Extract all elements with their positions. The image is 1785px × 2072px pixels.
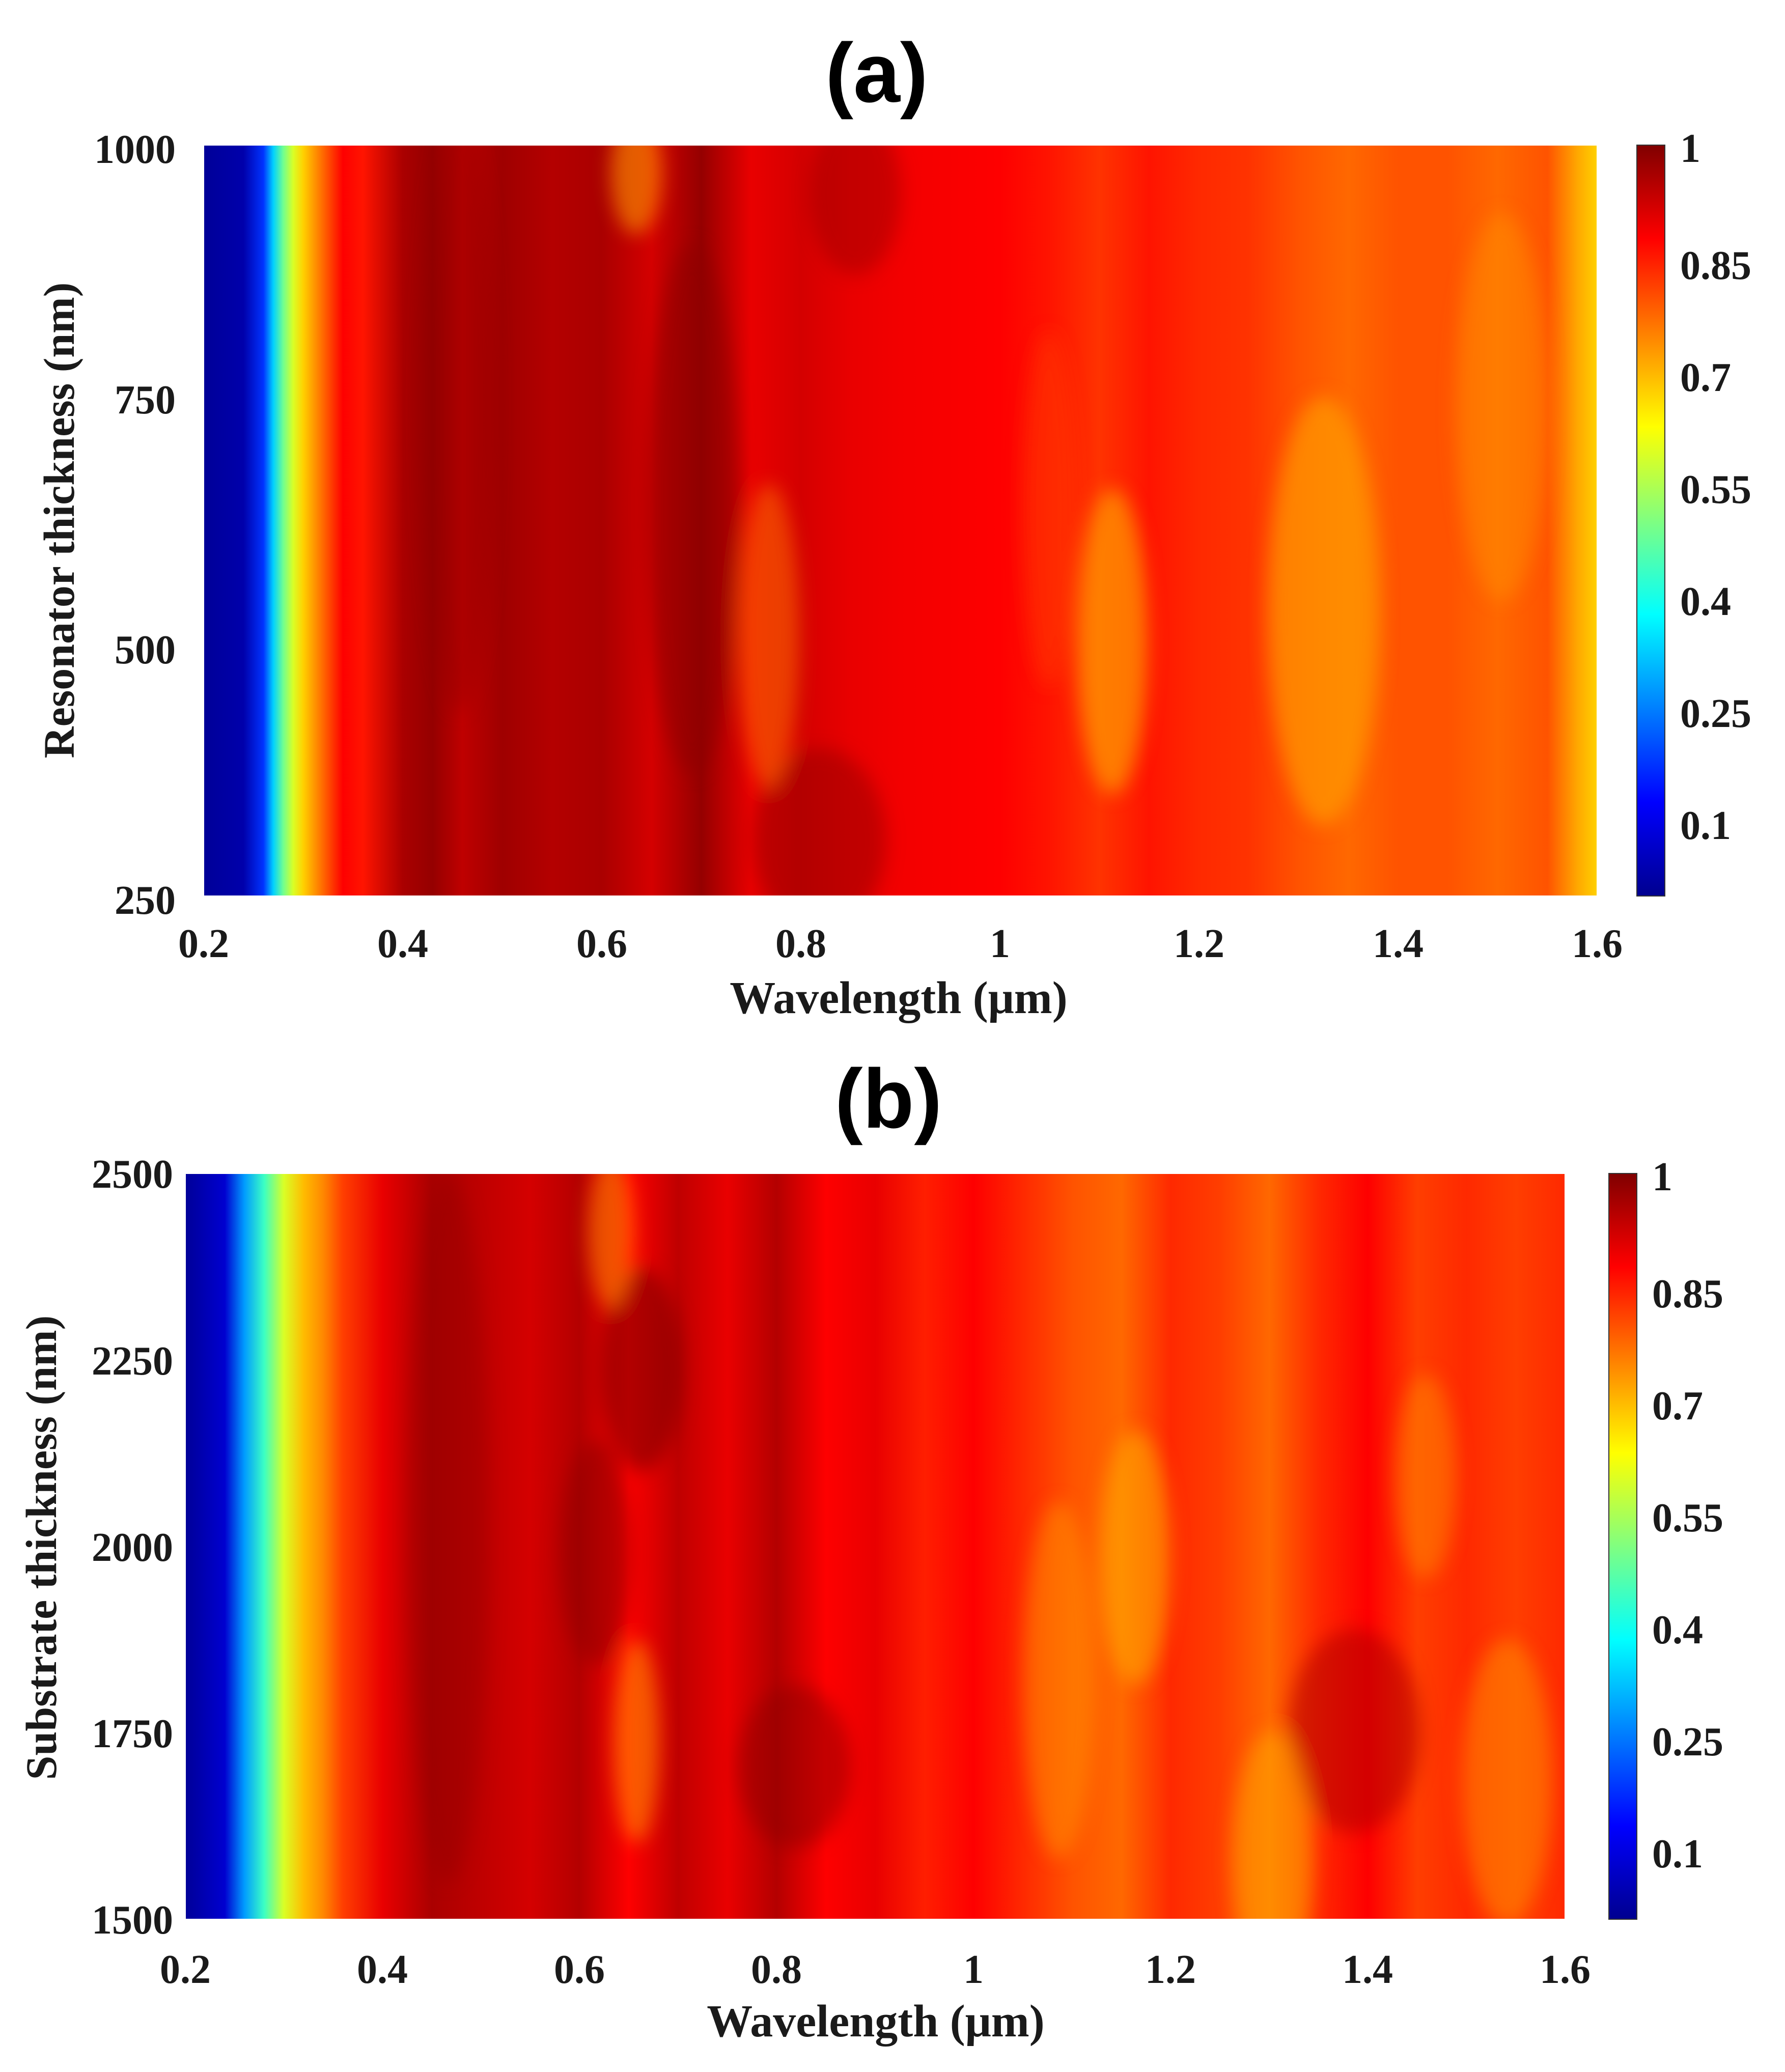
heatmap-a-peak <box>810 145 901 275</box>
panel-b: (b) 1500 1750 2000 2250 <box>17 1052 1723 2047</box>
x-tick-b-1.4: 1.4 <box>1342 1947 1393 1992</box>
heatmap-a-trough <box>1077 489 1148 794</box>
y-tick-a-750: 750 <box>115 378 176 423</box>
colorbar-a-tick-0.4: 0.4 <box>1680 579 1731 624</box>
x-axis-a-label: Wavelength (μm) <box>730 973 1067 1023</box>
x-tick-a-1: 1 <box>990 921 1010 966</box>
colorbar-b-tick-0.7: 0.7 <box>1652 1384 1703 1429</box>
colorbar-b-tick-0.1: 0.1 <box>1652 1832 1703 1877</box>
colorbar-b-tick-0.4: 0.4 <box>1652 1608 1703 1653</box>
colorbar-a-tick-1: 1 <box>1680 126 1700 171</box>
panel-a-title: (a) <box>825 26 928 120</box>
colorbar-b: 0.1 0.25 0.4 0.55 0.7 0.85 1 <box>1608 1155 1723 1920</box>
x-axis-a: 0.2 0.4 0.6 0.8 1 1.2 1.4 1.6 Wavelength… <box>178 921 1623 1023</box>
x-axis-b: 0.2 0.4 0.6 0.8 1 1.2 1.4 1.6 Wavelength… <box>160 1947 1591 2047</box>
x-tick-a-0.2: 0.2 <box>178 921 229 966</box>
heatmap-a-trough <box>1268 397 1380 825</box>
y-axis-b: 1500 1750 2000 2250 2500 Substrate thick… <box>17 1152 173 1943</box>
heatmap-a-peak <box>754 748 886 896</box>
panel-b-title: (b) <box>835 1052 942 1145</box>
heatmap-b-trough <box>1100 1431 1171 1685</box>
x-tick-b-0.4: 0.4 <box>357 1947 408 1992</box>
heatmap-a-features <box>423 145 1548 896</box>
y-tick-b-2000: 2000 <box>92 1525 173 1570</box>
colorbar-a-tick-0.55: 0.55 <box>1680 467 1751 512</box>
heatmap-b-trough <box>613 1639 659 1843</box>
heatmap-a-trough <box>738 484 799 789</box>
heatmap-b <box>185 1173 1566 1920</box>
colorbar-b-tick-1: 1 <box>1652 1155 1672 1199</box>
y-tick-a-500: 500 <box>115 628 176 673</box>
x-tick-b-1.6: 1.6 <box>1540 1947 1591 1992</box>
heatmap-a-frame <box>203 145 1598 897</box>
y-tick-b-2250: 2250 <box>92 1339 173 1384</box>
heatmap-b-trough <box>1395 1375 1456 1578</box>
heatmap-b-peak <box>560 1441 631 1665</box>
colorbar-a: 0.1 0.25 0.4 0.55 0.7 0.85 1 <box>1636 126 1751 897</box>
heatmap-b-peak <box>738 1685 850 1848</box>
heatmap-a-peak <box>1023 331 1074 687</box>
y-tick-b-2500: 2500 <box>92 1152 173 1197</box>
heatmap-b-features <box>407 1173 1553 1919</box>
x-tick-b-1.2: 1.2 <box>1145 1947 1196 1992</box>
heatmap-a-field <box>204 145 1597 896</box>
heatmap-a-trough <box>611 145 662 234</box>
colorbar-b-tick-0.85: 0.85 <box>1652 1272 1723 1317</box>
y-axis-a: 250 500 750 1000 Resonator thickness (nm… <box>35 127 176 923</box>
y-tick-a-1000: 1000 <box>94 127 176 172</box>
colorbar-b-tick-0.25: 0.25 <box>1652 1720 1723 1765</box>
heatmap-a-peak <box>423 145 494 713</box>
x-tick-a-0.4: 0.4 <box>377 921 428 966</box>
x-tick-b-0.6: 0.6 <box>554 1947 605 1992</box>
x-axis-b-label: Wavelength (μm) <box>707 1996 1044 2047</box>
x-tick-a-1.6: 1.6 <box>1572 921 1623 966</box>
colorbar-a-tick-0.85: 0.85 <box>1680 243 1751 288</box>
colorbar-a-tick-0.25: 0.25 <box>1680 691 1751 736</box>
y-axis-b-label: Substrate thickness (nm) <box>17 1315 66 1780</box>
colorbar-a-tick-0.7: 0.7 <box>1680 355 1731 400</box>
heatmap-b-peak <box>407 1173 489 1884</box>
y-tick-a-250: 250 <box>115 878 176 923</box>
colorbar-a-bar <box>1636 145 1665 897</box>
panel-a: (a) 250 500 750 1000 Resonator thic <box>35 26 1751 1023</box>
colorbar-b-bar <box>1608 1173 1637 1920</box>
x-tick-a-1.2: 1.2 <box>1174 921 1224 966</box>
heatmap-b-trough <box>1023 1502 1095 1858</box>
heatmap-b-trough <box>588 1173 634 1308</box>
x-tick-b-0.8: 0.8 <box>751 1947 802 1992</box>
y-axis-a-label: Resonator thickness (nm) <box>35 283 83 759</box>
heatmap-b-frame <box>185 1173 1566 1920</box>
heatmap-a <box>203 145 1598 897</box>
heatmap-a-trough <box>1456 214 1548 601</box>
heatmap-b-peak <box>601 1268 682 1471</box>
y-tick-b-1750: 1750 <box>92 1712 173 1756</box>
x-tick-a-1.4: 1.4 <box>1373 921 1424 966</box>
x-tick-a-0.6: 0.6 <box>576 921 627 966</box>
x-tick-b-0.2: 0.2 <box>160 1947 211 1992</box>
heatmap-b-trough <box>1232 1731 1314 1919</box>
y-tick-b-1500: 1500 <box>92 1898 173 1943</box>
heatmap-a-peak <box>647 244 738 774</box>
heatmap-b-trough <box>1461 1639 1553 1919</box>
x-tick-a-0.8: 0.8 <box>775 921 826 966</box>
colorbar-b-tick-0.55: 0.55 <box>1652 1496 1723 1541</box>
x-tick-b-1: 1 <box>963 1947 984 1992</box>
heatmap-b-peak <box>1288 1629 1420 1833</box>
colorbar-a-tick-0.1: 0.1 <box>1680 803 1731 848</box>
